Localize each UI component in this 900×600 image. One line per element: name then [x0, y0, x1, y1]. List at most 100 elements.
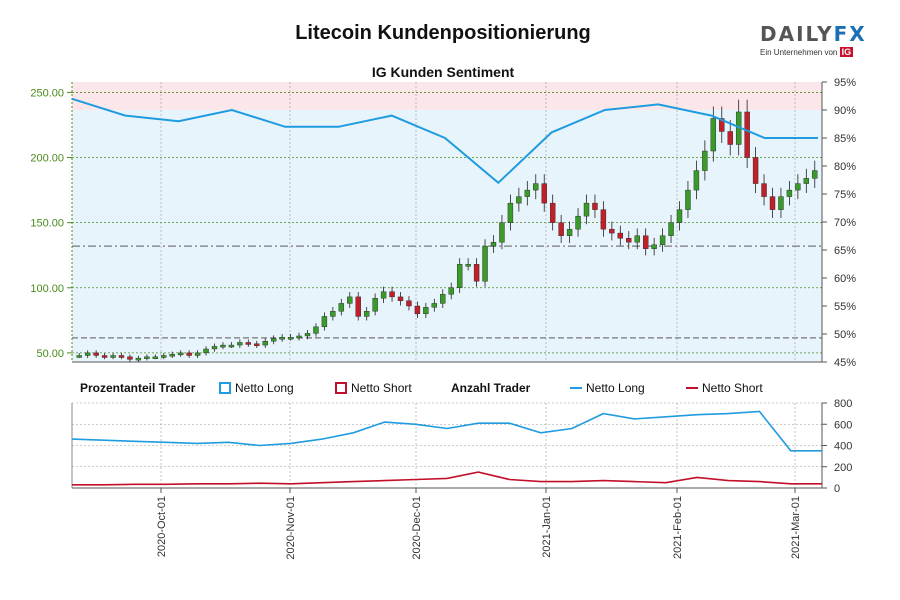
- candle-body: [744, 111, 750, 158]
- candle-body: [287, 337, 294, 340]
- candle-body: [414, 305, 421, 315]
- candle-body: [600, 209, 607, 230]
- count-tick-label: 800: [834, 398, 852, 410]
- candle-body: [558, 222, 564, 236]
- candle-body: [651, 244, 657, 249]
- candle-body: [473, 264, 480, 282]
- y2-tick-label: 50%: [834, 329, 856, 341]
- candle-body: [592, 202, 598, 210]
- candle-body: [685, 189, 691, 210]
- count-tick-label: 600: [834, 419, 852, 431]
- candle-body: [499, 222, 505, 243]
- candle-body: [220, 344, 226, 348]
- logo-wordmark: DAILYFX: [760, 22, 867, 46]
- candle-body: [347, 296, 353, 304]
- legend-swatch-netto-long: [219, 382, 231, 394]
- candle-body: [110, 355, 116, 358]
- logo-subtitle: Ein Unternehmen von IG: [760, 47, 854, 57]
- candle-body: [549, 202, 556, 223]
- y-tick-label: 150.00: [30, 218, 64, 230]
- candle-body: [778, 196, 784, 210]
- x-tick-label: 2020-Oct-01: [156, 496, 168, 557]
- count-line-netto-long: [71, 410, 822, 452]
- candle-body: [313, 326, 319, 334]
- candle-body: [668, 222, 674, 236]
- candle-body: [803, 178, 810, 184]
- candle-body: [177, 352, 184, 356]
- legend-title-prozentanteil: Prozentanteil Trader: [80, 381, 196, 395]
- main-panel-title: IG Kunden Sentiment: [372, 64, 515, 80]
- dailyfx-logo: DAILYFX Ein Unternehmen von IG: [760, 22, 870, 57]
- candle-body: [194, 352, 201, 356]
- candle-body: [634, 235, 640, 243]
- candle-body: [228, 344, 235, 348]
- candle-body: [693, 170, 700, 191]
- x-tick-label: 2020-Dec-01: [411, 496, 423, 560]
- y2-tick-label: 90%: [834, 105, 856, 117]
- candle-body: [144, 356, 150, 359]
- x-tick-label: 2021-Mar-01: [790, 496, 802, 559]
- count-tick-label: 200: [834, 462, 852, 474]
- candle-body: [465, 264, 471, 267]
- x-tick-label: 2021-Jan-01: [541, 496, 553, 558]
- candle-body: [161, 355, 167, 358]
- candle-body: [456, 264, 463, 288]
- y-tick-label: 100.00: [30, 283, 64, 295]
- candle-body: [270, 338, 277, 342]
- candle-body: [626, 238, 632, 243]
- candle-body: [127, 356, 133, 360]
- candle-body: [118, 355, 125, 358]
- candle-body: [296, 335, 302, 339]
- count-tick-label: 400: [834, 441, 852, 453]
- candle-body: [363, 311, 370, 317]
- x-tick-label: 2021-Feb-01: [672, 496, 684, 559]
- candle-body: [321, 316, 328, 328]
- count-tick-label: 0: [834, 483, 840, 495]
- candle-body: [482, 245, 488, 282]
- candle-body: [338, 303, 345, 312]
- candle-body: [609, 228, 615, 234]
- candle-body: [710, 118, 717, 152]
- candle-body: [101, 355, 108, 358]
- candle-body: [84, 352, 91, 356]
- candle-body: [431, 303, 438, 308]
- candle-body: [380, 291, 387, 299]
- candle-body: [186, 352, 192, 356]
- candle-body: [702, 150, 708, 171]
- candle-body: [676, 209, 683, 223]
- long-band: [72, 110, 822, 362]
- candle-body: [93, 352, 99, 356]
- candle-body: [490, 241, 497, 247]
- y2-tick-label: 65%: [834, 245, 856, 257]
- candle-body: [524, 189, 531, 197]
- y-tick-label: 250.00: [30, 87, 64, 99]
- candle-body: [279, 337, 285, 340]
- legend-label-netto-short: Netto Short: [351, 381, 412, 395]
- candle-body: [761, 183, 767, 197]
- candle-body: [566, 228, 573, 236]
- y2-tick-label: 60%: [834, 273, 856, 285]
- candle-body: [448, 287, 454, 295]
- candle-body: [262, 340, 268, 346]
- candle-body: [237, 342, 243, 346]
- candle-body: [211, 346, 218, 350]
- candle-body: [769, 196, 776, 210]
- legend-label-count-long: Netto Long: [586, 381, 645, 395]
- candle-body: [727, 131, 733, 145]
- candle-body: [786, 189, 793, 197]
- candle-body: [389, 291, 395, 298]
- candle-body: [541, 183, 547, 204]
- candle-body: [642, 235, 649, 249]
- chart-title: Litecoin Kundenpositionierung: [295, 22, 591, 44]
- candle-body: [135, 357, 142, 361]
- candle-body: [76, 355, 82, 358]
- candle-body: [812, 170, 818, 179]
- candle-body: [397, 296, 404, 301]
- sentiment-line-netto-long: [71, 97, 818, 185]
- candle-body: [440, 294, 446, 304]
- candle-body: [406, 300, 412, 307]
- candle-body: [659, 235, 666, 245]
- candle-body: [203, 348, 209, 354]
- candle-body: [516, 196, 522, 204]
